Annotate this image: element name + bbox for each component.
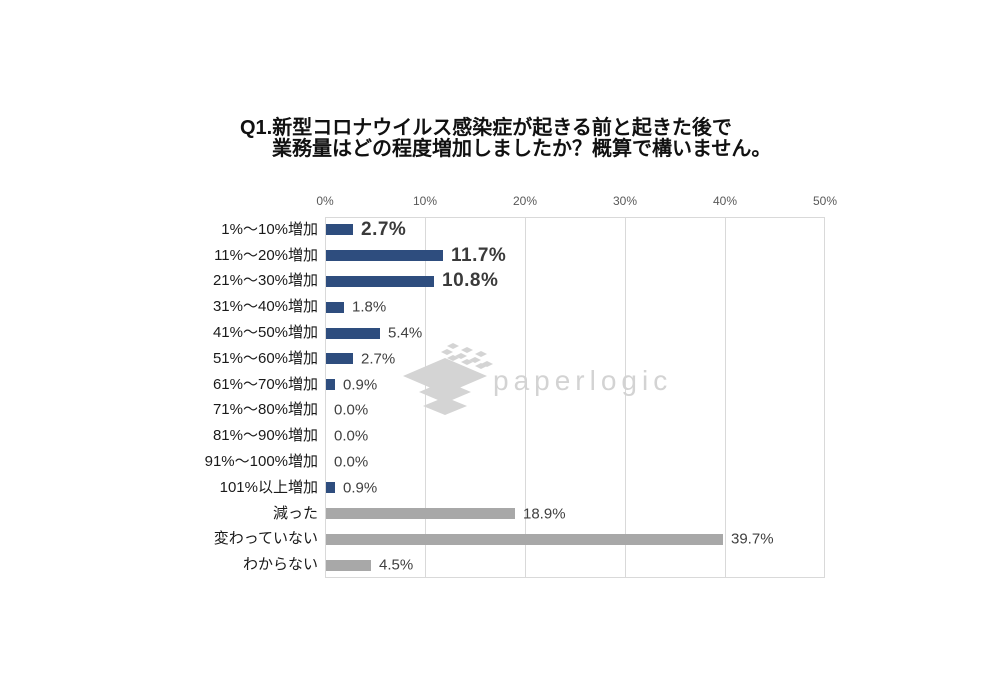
chart-bar	[326, 508, 515, 520]
gridline	[425, 218, 426, 577]
value-label: 0.9%	[343, 479, 378, 497]
category-label: 変わっていない	[213, 530, 318, 548]
chart-bar	[326, 250, 443, 262]
category-label: 51%〜60%増加	[212, 349, 318, 367]
category-label: 101%以上増加	[219, 478, 318, 496]
value-label: 4.5%	[379, 556, 414, 574]
category-label: 21%〜30%増加	[212, 272, 318, 290]
category-label: わからない	[242, 556, 318, 574]
value-label: 39.7%	[731, 530, 774, 548]
chart-bar	[326, 482, 335, 494]
category-label: 91%〜100%増加	[204, 452, 318, 470]
watermark-text: paperlogic	[493, 365, 673, 396]
chart-bar	[326, 533, 723, 545]
x-axis-tick-label: 10%	[412, 194, 438, 208]
value-label: 2.7%	[361, 218, 407, 240]
value-label: 0.0%	[334, 401, 369, 419]
value-label: 11.7%	[451, 244, 507, 266]
plot-area	[325, 217, 825, 578]
chart-bar	[326, 275, 434, 287]
value-label: 18.9%	[523, 505, 566, 523]
x-axis-tick-label: 50%	[812, 194, 838, 208]
x-axis-tick-label: 20%	[512, 194, 538, 208]
value-label: 5.4%	[388, 324, 423, 342]
watermark: paperlogic	[393, 340, 672, 422]
gridline	[725, 218, 726, 577]
paperlogic-layers-logo-icon	[403, 343, 493, 415]
category-label: 31%〜40%増加	[212, 298, 318, 316]
category-label: 71%〜80%増加	[212, 401, 318, 419]
chart-title-line2: 業務量はどの程度増加しましたか？概算で構いません。	[272, 138, 772, 160]
chart-bar	[326, 379, 335, 391]
chart-bar	[326, 327, 380, 339]
category-label: 減った	[272, 504, 318, 522]
value-label: 0.0%	[334, 427, 369, 445]
x-axis-tick-label: 0%	[316, 194, 334, 208]
category-label: 81%〜90%増加	[212, 427, 318, 445]
category-label: 1%〜10%増加	[221, 220, 318, 238]
chart-bar	[326, 559, 371, 571]
value-label: 0.0%	[334, 453, 369, 471]
chart-bar	[326, 224, 353, 236]
x-axis-tick-label: 30%	[612, 194, 638, 208]
value-label: 10.8%	[442, 270, 499, 292]
chart-bar	[326, 301, 344, 313]
value-label: 1.8%	[352, 298, 387, 316]
value-label: 0.9%	[343, 376, 378, 394]
x-axis-tick-label: 40%	[712, 194, 738, 208]
chart-title: Q1.新型コロナウイルス感染症が起きる前と起きた後で 業務量はどの程度増加しまし…	[240, 118, 771, 160]
chart-bar	[326, 353, 353, 365]
category-label: 61%〜70%増加	[212, 375, 318, 393]
category-label: 41%〜50%増加	[212, 324, 318, 342]
value-label: 2.7%	[361, 350, 396, 368]
chart-title-line1: Q1.新型コロナウイルス感染症が起きる前と起きた後で	[240, 117, 732, 139]
category-label: 11%〜20%増加	[214, 246, 318, 264]
gridline	[625, 218, 626, 577]
gridline	[525, 218, 526, 577]
